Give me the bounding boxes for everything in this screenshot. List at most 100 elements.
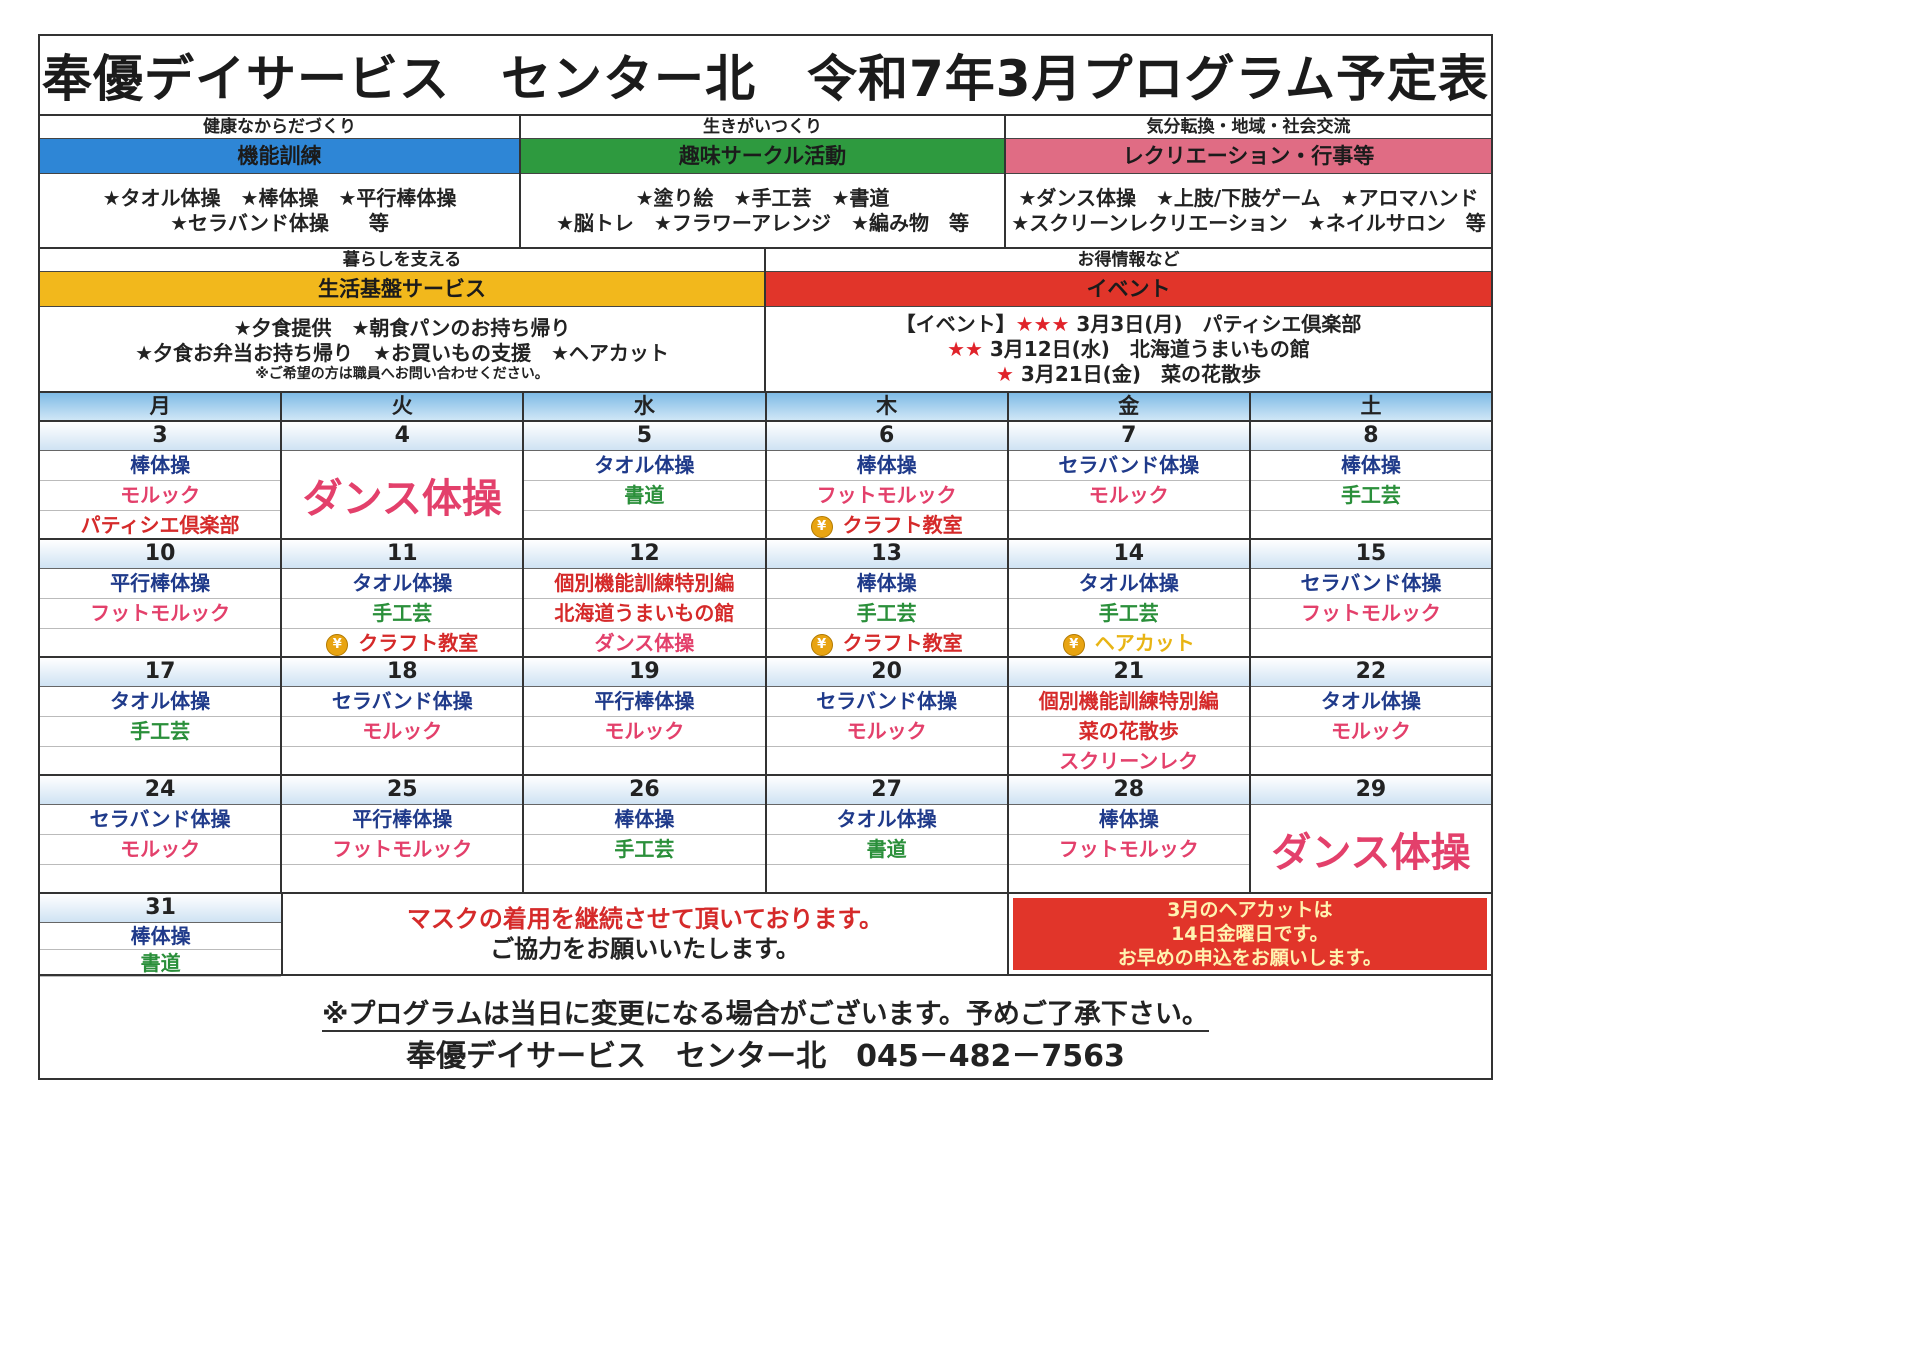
calendar-day: 8 棒体操 手工芸 [1250, 422, 1492, 538]
category-line: ★スクリーンレクリエーション ★ネイルサロン 等 [1011, 210, 1486, 235]
day-activity [40, 629, 280, 656]
category-band: レクリエーション・行事等 [1006, 139, 1491, 174]
day-activity: 手工芸 [282, 599, 523, 629]
day-activity: 菜の花散歩 [1008, 717, 1249, 747]
day-activity: 個別機能訓練特別編 [1008, 687, 1249, 717]
day-activity: フットモルック [282, 835, 523, 865]
day-activity: セラバンド体操 [1250, 569, 1492, 599]
calendar-day: 20 セラバンド体操 モルック [766, 658, 1009, 774]
category-subtitle: 気分転換・地域・社会交流 [1006, 116, 1491, 139]
calendar-day: 14 タオル体操 手工芸 ¥ ヘアカット [1008, 540, 1251, 656]
day-number: 4 [282, 422, 523, 451]
day-activity: セラバンド体操 [1008, 451, 1249, 481]
haircut-line: 3月のヘアカットは [1167, 899, 1333, 921]
day-activity: パティシエ倶楽部 [80, 513, 240, 537]
activity-label: クラフト教室 [358, 631, 479, 655]
day-number: 12 [524, 540, 765, 569]
day-activity: ¥ クラフト教室 [767, 511, 1007, 540]
life-line: ★夕食お弁当お持ち帰り ★お買いもの支援 ★ヘアカット [135, 340, 669, 365]
activity-label: クラフト教室 [842, 513, 963, 537]
life-note: ※ご希望の方は職員へお問い合わせください。 [255, 365, 549, 382]
calendar-day: 29 ダンス体操 [1250, 776, 1492, 892]
day-activity [1251, 511, 1491, 538]
calendar-week: 24 セラバンド体操 モルック 25 平行棒体操 フットモルック 26 棒体操 手工芸 27 タオル… [40, 776, 1492, 894]
mask-notice: マスクの着用を継続させて頂いております。 ご協力をお願いいたします。 [283, 894, 1009, 974]
day-number: 25 [282, 776, 523, 805]
day-activity [40, 865, 280, 892]
calendar-day: 26 棒体操 手工芸 [524, 776, 767, 892]
day-number: 29 [1250, 776, 1492, 805]
day-activity: モルック [1250, 717, 1492, 747]
weekday-label: 火 [282, 393, 525, 420]
calendar-day: 12 個別機能訓練特別編 北海道うまいもの館 ダンス体操 [524, 540, 767, 656]
day-activity: フットモルック [40, 599, 281, 629]
day-number: 31 [40, 894, 282, 923]
calendar-day: 31 棒体操 書道 [40, 894, 284, 977]
calendar-day: 18 セラバンド体操 モルック [282, 658, 525, 774]
day-number: 21 [1008, 658, 1249, 687]
day-activity: セラバンド体操 [40, 805, 281, 835]
haircut-line: 14日金曜日です。 [1171, 923, 1329, 945]
yen-icon: ¥ [810, 515, 833, 538]
day-activity [524, 511, 764, 538]
category-line: ★ダンス体操 ★上肢/下肢ゲーム ★アロマハンド [1018, 185, 1479, 210]
day-activity: タオル体操 [282, 569, 523, 599]
day-activity: 書道 [766, 835, 1007, 865]
day-number: 3 [40, 422, 281, 451]
calendar-day: 27 タオル体操 書道 [766, 776, 1009, 892]
calendar-day: 5 タオル体操 書道 [524, 422, 767, 538]
day-activity: 棒体操 [524, 805, 765, 835]
event-text: 3月21日(金) 菜の花散歩 [1013, 361, 1261, 386]
category-band: 機能訓練 [40, 139, 519, 174]
day-activity [1009, 511, 1249, 538]
mask-notice-line: マスクの着用を継続させて頂いております。 [406, 905, 883, 933]
calendar: 月火水木金土 3 棒体操 モルック パティシエ倶楽部 4 ダンス体操 5 タオル体操 書道 6 棒体… [40, 393, 1492, 977]
calendar-week: 10 平行棒体操 フットモルック 11 タオル体操 手工芸 ¥ クラフト教室 12 個別機能訓練特… [40, 540, 1492, 658]
day-activity [1009, 865, 1249, 892]
calendar-day: 11 タオル体操 手工芸 ¥ クラフト教室 [282, 540, 525, 656]
calendar-day: 25 平行棒体操 フットモルック [282, 776, 525, 892]
activity-label: ヘアカット [1094, 631, 1195, 655]
day-activity: モルック [40, 481, 281, 511]
event-stars: ★ [996, 361, 1014, 386]
big-activity: ダンス体操 [1271, 829, 1471, 876]
day-activity: 手工芸 [1250, 481, 1492, 511]
category-band: 趣味サークル活動 [521, 139, 1004, 174]
day-activity: 平行棒体操 [282, 805, 523, 835]
weekday-header: 月火水木金 土 [40, 393, 1491, 422]
haircut-line: お早めの申込をお願いします。 [1117, 947, 1382, 969]
day-activity: 書道 [40, 950, 282, 977]
day-activity: フットモルック [1008, 835, 1249, 865]
day-number: 7 [1008, 422, 1249, 451]
category-row: 健康なからだづくり 機能訓練 ★タオル体操 ★棒体操 ★平行棒体操 ★セラバンド… [40, 116, 1491, 249]
calendar-week: 17 タオル体操 手工芸 18 セラバンド体操 モルック 19 平行棒体操 モルック 20 セラバン… [40, 658, 1492, 776]
day-activity: 棒体操 [1008, 805, 1249, 835]
day-activity: 書道 [524, 481, 765, 511]
day-activity: スクリーンレク [1059, 749, 1199, 773]
activity-label: クラフト教室 [842, 631, 963, 655]
calendar-day: 28 棒体操 フットモルック [1008, 776, 1251, 892]
day-number: 24 [40, 776, 281, 805]
calendar-day: 24 セラバンド体操 モルック [40, 776, 283, 892]
day-number: 17 [40, 658, 281, 687]
day-activity: 手工芸 [1008, 599, 1249, 629]
day-activity: モルック [282, 717, 523, 747]
day-activity: 棒体操 [1250, 451, 1492, 481]
day-activity [524, 865, 764, 892]
category-subtitle: 健康なからだづくり [40, 116, 519, 139]
calendar-day: 7 セラバンド体操 モルック [1008, 422, 1251, 538]
day-activity [40, 747, 280, 774]
event-text: 3月3日(月) パティシエ倶楽部 [1069, 311, 1362, 336]
event-stars: ★★★ [1015, 311, 1070, 336]
day-activity: 手工芸 [766, 599, 1007, 629]
day-activity [524, 747, 764, 774]
event-prefix: 【イベント】 [895, 311, 1016, 336]
day-activity: セラバンド体操 [282, 687, 523, 717]
calendar-day: 21 個別機能訓練特別編 菜の花散歩 スクリーンレク [1008, 658, 1251, 774]
day-activity: 北海道うまいもの館 [524, 599, 765, 629]
category-line: ★脳トレ ★フラワーアレンジ ★編み物 等 [556, 210, 969, 235]
day-activity: 平行棒体操 [40, 569, 281, 599]
day-number: 22 [1250, 658, 1492, 687]
calendar-day: 22 タオル体操 モルック [1250, 658, 1492, 774]
weekday-label: 土 [1360, 394, 1382, 418]
